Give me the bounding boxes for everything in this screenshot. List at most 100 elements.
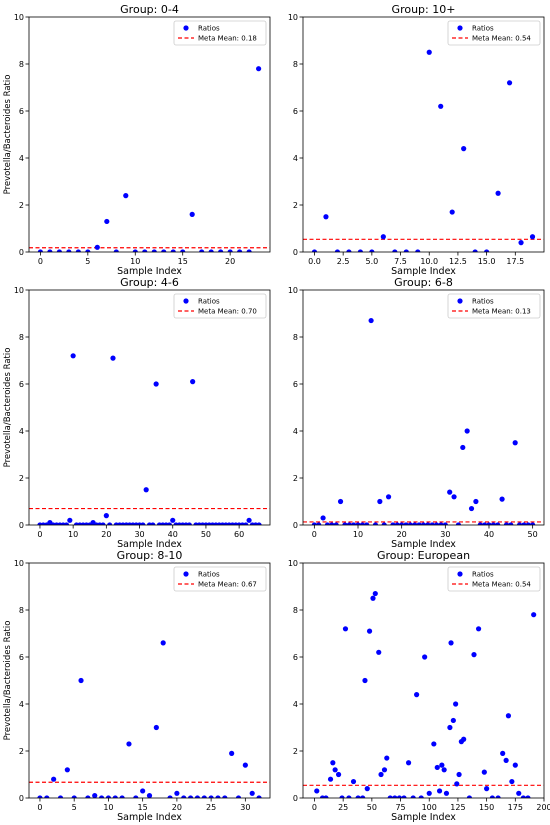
- legend-box: [447, 566, 541, 592]
- legend-marker-points: [457, 298, 463, 304]
- data-point: [360, 795, 366, 798]
- data-point: [520, 795, 526, 798]
- data-point: [323, 795, 329, 798]
- data-point: [464, 428, 470, 434]
- plot-area: [303, 317, 544, 525]
- data-point: [64, 767, 70, 773]
- data-point: [405, 760, 412, 766]
- legend-label-points: Ratios: [472, 571, 494, 579]
- x-tick-label: 0.0: [308, 257, 321, 266]
- data-point: [346, 795, 352, 798]
- data-point: [256, 795, 262, 798]
- data-point: [63, 522, 70, 525]
- data-point: [140, 522, 146, 525]
- chart-panel-2: Group: 10+ 0 2 4 6 8 10 0.0 2.5 5.0 7.5 10.0 12.5 15.…: [288, 3, 545, 277]
- data-point: [323, 214, 329, 220]
- x-tick-label: 40: [168, 530, 178, 539]
- data-point: [346, 249, 352, 252]
- chart-title: Group: 6-8: [394, 276, 453, 289]
- legend-label-mean: Meta Mean: 0.54: [472, 35, 531, 43]
- data-point: [215, 795, 221, 798]
- data-point: [506, 80, 513, 86]
- data-point: [151, 249, 157, 252]
- data-point: [403, 522, 409, 525]
- data-point: [194, 795, 201, 798]
- data-point: [110, 355, 116, 361]
- data-point: [75, 249, 81, 252]
- data-point: [449, 209, 455, 215]
- data-point: [369, 249, 375, 252]
- legend-label-points: Ratios: [472, 298, 494, 306]
- y-tick-label: 10: [14, 559, 24, 568]
- data-point: [85, 249, 91, 252]
- chart-panel-5: Group: 8-10 0 2 4 6 8 10 0 5 10 15 20 25 30 Sample Ind…: [3, 549, 271, 823]
- plot-frame: [302, 289, 545, 526]
- data-point: [525, 795, 531, 798]
- data-point: [327, 776, 334, 782]
- data-point: [316, 522, 322, 525]
- plot-frame: [28, 16, 271, 253]
- data-point: [370, 595, 376, 601]
- data-point: [454, 781, 460, 787]
- plot-frame: [302, 562, 545, 799]
- data-point: [100, 522, 106, 525]
- legend-box: [173, 20, 267, 46]
- data-point: [256, 522, 262, 525]
- x-tick-label: 15.0: [478, 257, 496, 266]
- data-point: [499, 496, 505, 502]
- data-point: [422, 654, 428, 660]
- x-tick-label: 50: [201, 530, 211, 539]
- data-point: [167, 795, 173, 798]
- data-point: [66, 249, 72, 252]
- data-point: [495, 522, 501, 525]
- legend-marker-points: [457, 571, 463, 577]
- data-point: [484, 249, 490, 252]
- x-axis-label: Sample Index: [117, 266, 182, 277]
- x-tick-label: 0: [37, 530, 42, 539]
- data-point: [512, 440, 518, 446]
- y-tick-label: 10: [14, 286, 24, 295]
- data-point: [401, 795, 407, 798]
- data-point: [51, 776, 57, 782]
- x-tick-label: 175: [508, 803, 523, 812]
- x-tick-label: 10: [130, 257, 140, 266]
- data-point: [384, 755, 390, 761]
- plot-area: [29, 353, 270, 525]
- data-point: [362, 677, 368, 684]
- x-tick-label: 30: [440, 530, 450, 539]
- data-point: [518, 240, 524, 246]
- data-point: [387, 795, 393, 798]
- data-point: [425, 522, 431, 525]
- data-point: [372, 522, 379, 525]
- x-tick-label: 200: [536, 803, 550, 812]
- data-point: [385, 494, 392, 500]
- data-point: [170, 517, 176, 523]
- y-tick-label: 10: [288, 559, 298, 568]
- data-point: [448, 640, 454, 646]
- data-point: [153, 381, 159, 387]
- x-tick-label: 0: [312, 803, 317, 812]
- data-point: [161, 249, 167, 252]
- data-point: [332, 767, 338, 773]
- data-point: [355, 795, 361, 798]
- data-point: [450, 717, 456, 724]
- data-point: [119, 795, 125, 798]
- x-tick-label: 10: [68, 530, 78, 539]
- x-tick-label: 5.0: [365, 257, 378, 266]
- data-point: [484, 786, 490, 792]
- data-point: [376, 649, 382, 655]
- data-point: [359, 522, 365, 525]
- data-point: [503, 522, 510, 525]
- data-point: [350, 778, 357, 785]
- y-tick-label: 6: [19, 380, 24, 389]
- data-point: [57, 795, 64, 798]
- x-tick-label: 60: [234, 530, 244, 539]
- data-point: [218, 249, 224, 252]
- data-point: [364, 522, 370, 525]
- data-point: [174, 790, 180, 796]
- data-point: [525, 522, 531, 525]
- data-point: [181, 795, 187, 798]
- data-point: [500, 750, 506, 756]
- data-point: [334, 249, 341, 252]
- plot-area: [303, 590, 544, 798]
